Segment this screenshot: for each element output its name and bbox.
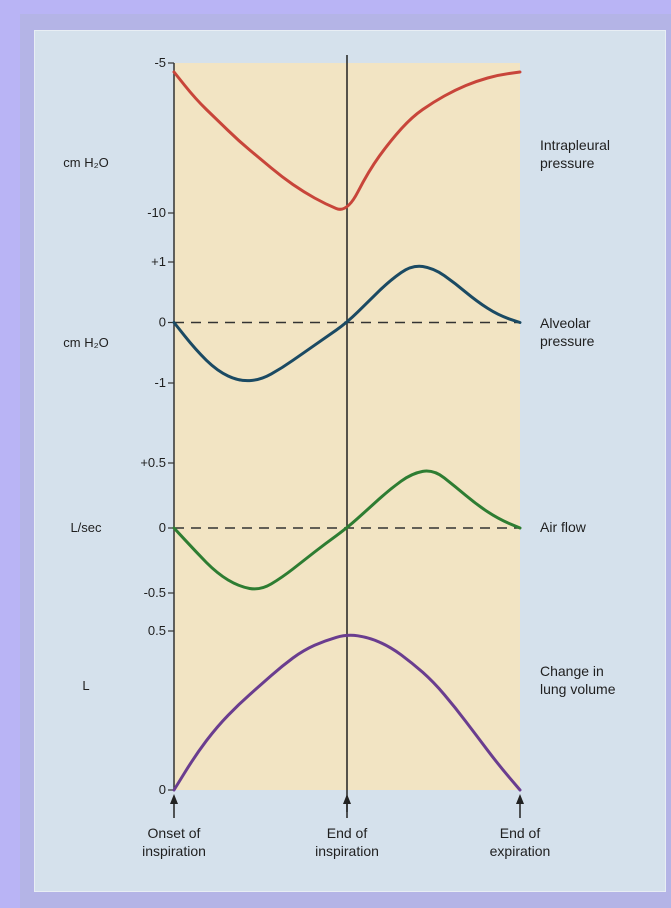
airflow-series-label: Air flow — [540, 519, 587, 535]
alveolar-curve — [172, 264, 522, 383]
intrapleural-tick-label: -5 — [154, 55, 166, 70]
volume-tick-label: 0 — [159, 782, 166, 797]
volume-series-label: Change in lung volume — [540, 663, 616, 697]
alveolar-tick-label: 0 — [159, 315, 166, 330]
airflow-tick-label: -0.5 — [144, 585, 166, 600]
airflow-tick-label: +0.5 — [140, 455, 166, 470]
intrapleural-unit-label: cm H₂O — [63, 155, 109, 170]
volume-curve — [172, 633, 522, 792]
x-arrow-head-2 — [516, 794, 524, 804]
volume-tick-label: 0.5 — [148, 623, 166, 638]
x-axis-label-0: Onset of inspiration — [142, 825, 206, 859]
x-axis-label-2: End of expiration — [490, 825, 551, 859]
airflow-tick-label: 0 — [159, 520, 166, 535]
alveolar-unit-label: cm H₂O — [63, 335, 109, 350]
airflow-unit-label: L/sec — [70, 520, 102, 535]
alveolar-series-label: Alveolar pressure — [540, 315, 595, 349]
intrapleural-curve — [172, 70, 522, 211]
alveolar-tick-label: -1 — [154, 375, 166, 390]
x-axis-label-1: End of inspiration — [315, 825, 379, 859]
intrapleural-series-label: Intrapleural pressure — [540, 137, 610, 171]
x-arrow-head-1 — [343, 794, 351, 804]
alveolar-tick-label: +1 — [151, 254, 166, 269]
airflow-curve — [172, 469, 522, 591]
volume-unit-label: L — [82, 678, 89, 693]
x-arrow-head-0 — [170, 794, 178, 804]
intrapleural-tick-label: -10 — [147, 205, 166, 220]
